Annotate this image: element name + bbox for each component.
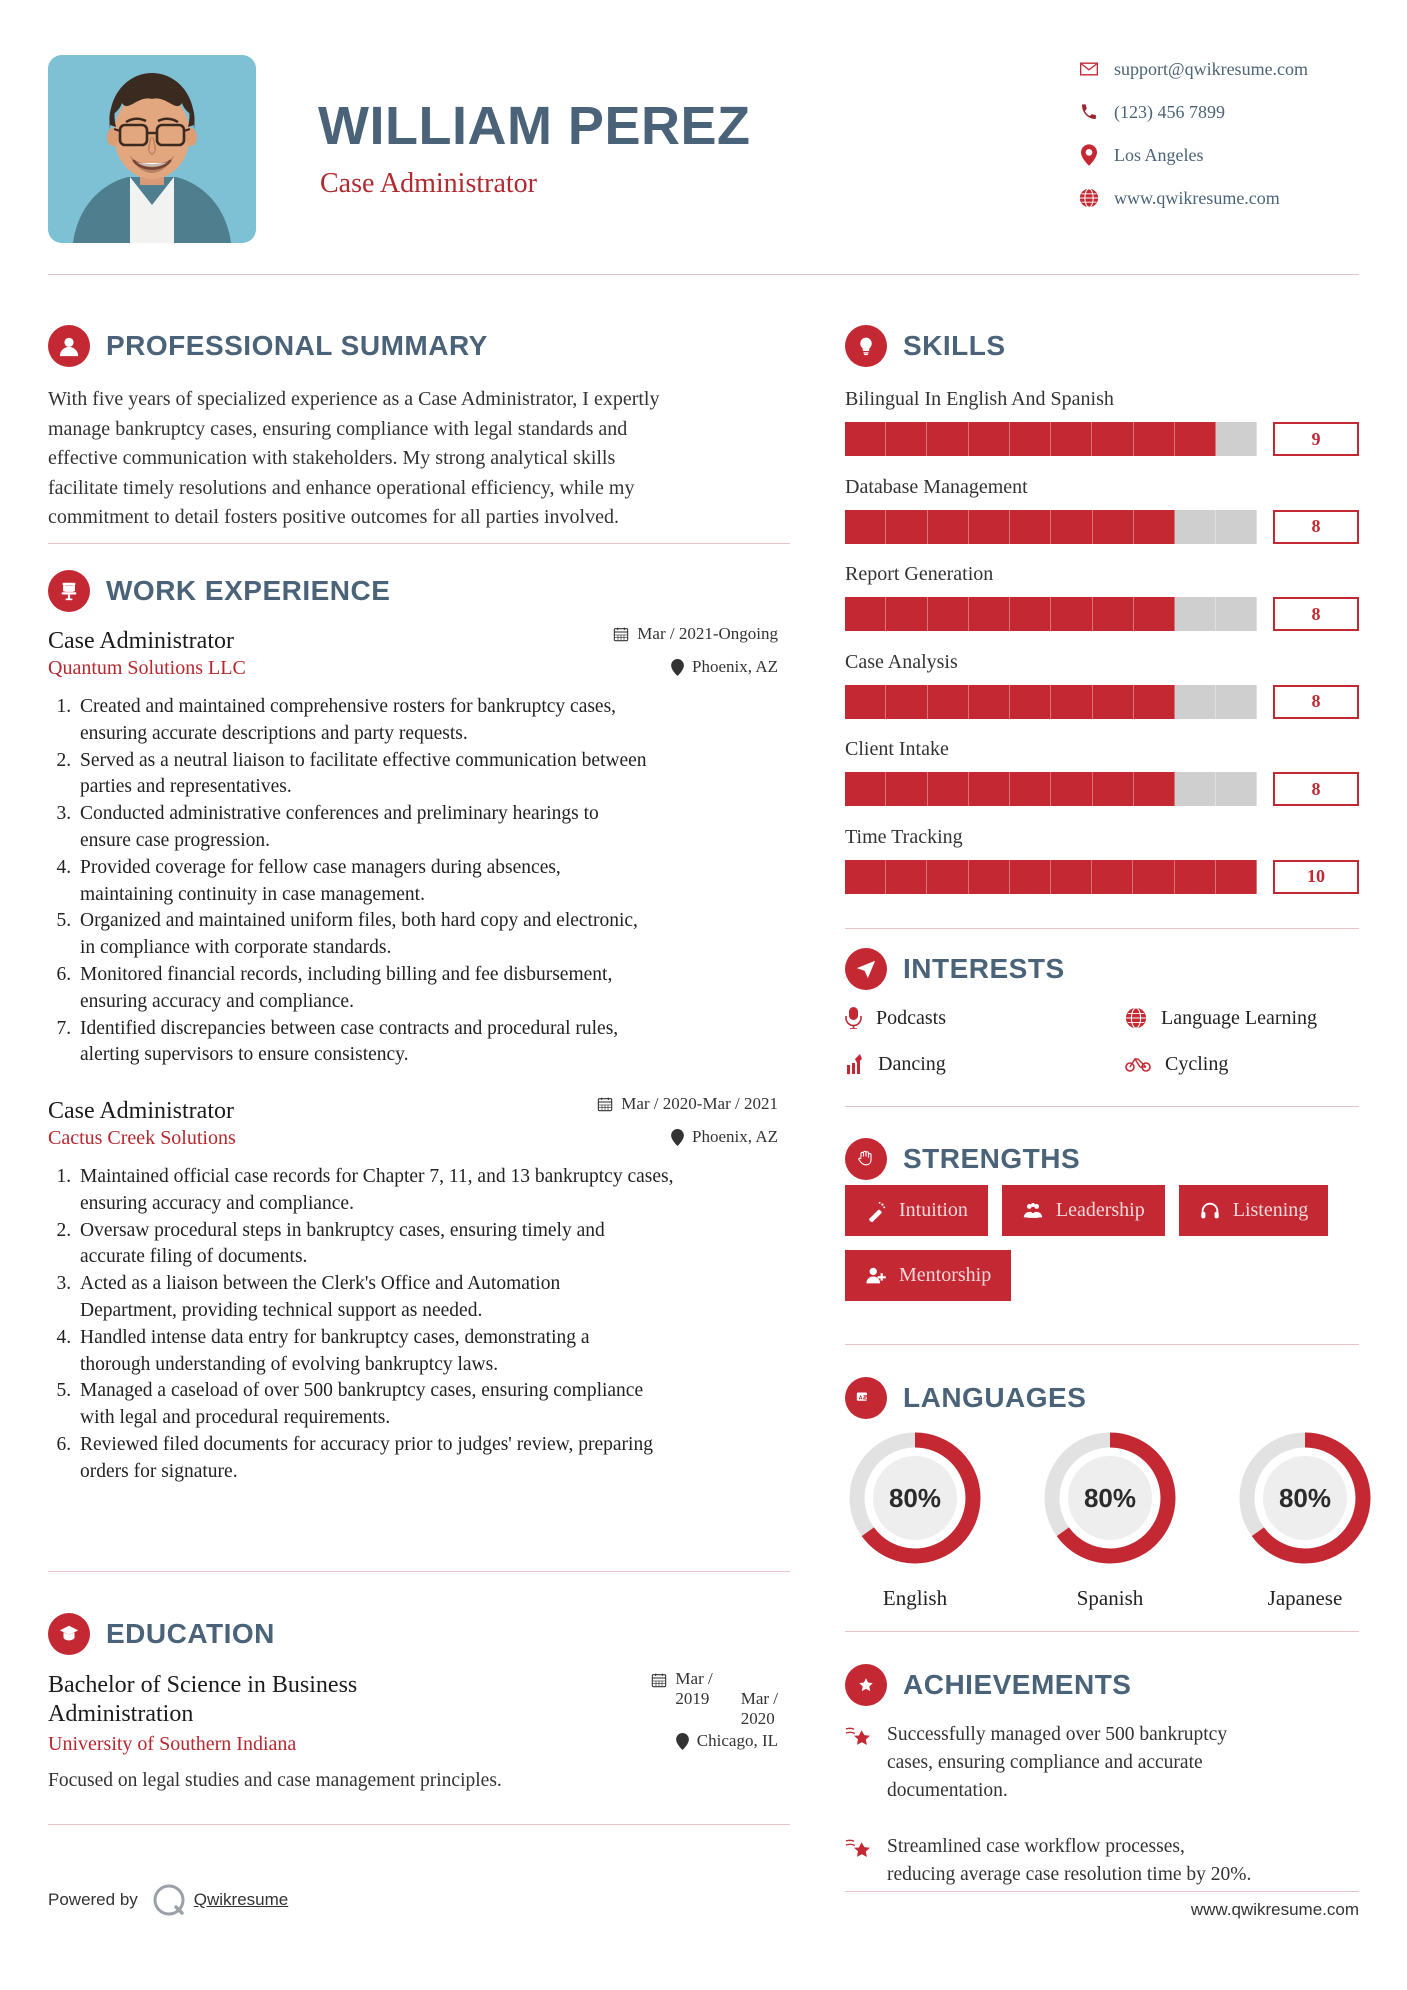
svg-text:80%: 80% [889,1483,941,1513]
svg-text:80%: 80% [1084,1483,1136,1513]
svg-text:80%: 80% [1279,1483,1331,1513]
svg-text:あ: あ [863,1393,869,1401]
